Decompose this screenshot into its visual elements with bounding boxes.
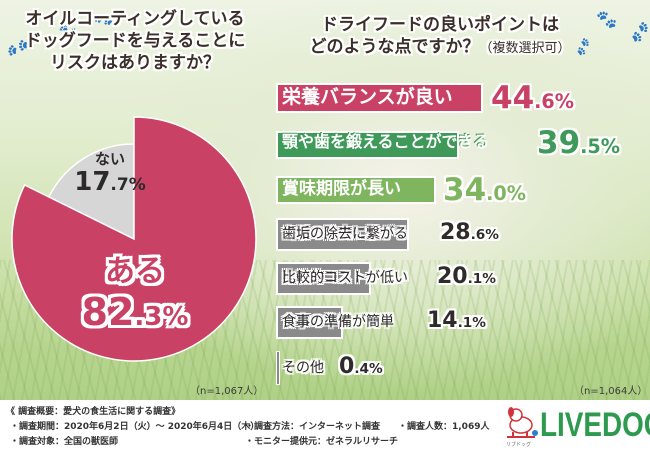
pie-sample-size: （n=1,067人） [190, 386, 264, 397]
value-dec: .4% [354, 361, 383, 377]
bar-sample-size: （n=1,064人） [574, 386, 648, 397]
title-line: リスクはありますか？ [50, 53, 220, 73]
paw-print-icon: 🐾 [596, 10, 618, 30]
value-dec: .6% [470, 227, 499, 243]
bar-value-nutrition: 44.6% [491, 83, 574, 114]
bar-value-cost: 20.1% [437, 266, 496, 288]
bar-plaque [276, 218, 409, 251]
title-subtitle: （複数選択可） [479, 41, 571, 56]
pie-chart-title: オイルコーティングしている ドッグフードを与えることに リスクはありますか？ [5, 8, 265, 74]
title-line: オイルコーティングしている [25, 9, 245, 29]
bar-value-preparation: 14.1% [427, 310, 486, 332]
title-line: ドッグフードを与えることに [24, 31, 246, 51]
bar-label-cost: 比較的コストが低い [282, 270, 408, 286]
survey-count: ・調査人数：1,069人 [398, 422, 490, 432]
bar-value-jaw-teeth: 39.5% [537, 128, 620, 159]
value-int: 17 [74, 167, 111, 197]
title-line: ドライフードの良いポイントは [321, 15, 559, 35]
bar-label-nutrition: 栄養バランスが良い [282, 86, 453, 108]
bar-value-plaque: 28.6% [440, 222, 499, 244]
logo-subtext: リブドッグ [506, 442, 532, 448]
value-dec: .5% [580, 135, 621, 158]
value-dec: .1% [457, 315, 486, 331]
bar-nutrition [276, 83, 483, 113]
value-dec: .0% [486, 182, 527, 205]
value-int: 82 [81, 290, 135, 334]
bar-preparation [276, 306, 343, 339]
pie-slice-no [47, 143, 135, 241]
bar-label-jaw-teeth: 顎や歯を鍛えることができる [282, 132, 490, 151]
value-int: 14 [427, 308, 458, 333]
livedog-logo: LIVEDOG [540, 406, 650, 444]
pie-label-no-text: ない [94, 150, 125, 168]
bar-cost [276, 262, 371, 295]
title-line: どのような点ですか？ [309, 37, 480, 57]
bar-label-plaque: 歯垢の除去に繋がる [282, 226, 408, 242]
survey-target: ・調査対象：全国の獣医師 [10, 437, 119, 447]
bar-value-shelf-life: 34.0% [443, 175, 526, 206]
survey-overview: 《 調査概要：愛犬の食生活に関する調査》 [6, 407, 181, 417]
value-int: 0 [339, 354, 355, 379]
survey-period: ・調査期間：2020年6月2日（火）～ 2020年6月4日（木） [10, 422, 260, 432]
bar-jaw-teeth [276, 131, 459, 159]
bar-other [276, 351, 280, 385]
pie-label-yes: ある 82.3% [55, 254, 215, 332]
bar-shelf-life [276, 176, 436, 204]
value-dec: .3% [134, 302, 189, 332]
bar-value-other: 0.4% [339, 356, 383, 378]
survey-footer [0, 400, 650, 450]
value-int: 20 [437, 264, 468, 289]
bar-label-shelf-life: 賞味期限が長い [282, 179, 401, 199]
value-dec: .6% [534, 90, 575, 113]
pie-value-no: 17.7% [50, 169, 170, 195]
pie-slice-yes [11, 116, 257, 362]
pie-value-yes: 82.3% [55, 293, 215, 331]
pie-label-no: ない 17.7% [50, 150, 170, 196]
pie-label-yes-text: ある [105, 254, 165, 289]
value-dec: .1% [467, 271, 496, 287]
value-int: 39 [537, 125, 581, 161]
bar-label-preparation: 食事の準備が簡単 [282, 314, 394, 330]
survey-monitor: ・モニター提供元：ゼネラルリサーチ [245, 437, 399, 447]
value-int: 34 [443, 172, 487, 208]
value-dec: .7% [110, 175, 146, 195]
value-int: 44 [491, 80, 535, 116]
survey-method: ・調査方法：インターネット調査 [245, 422, 381, 432]
bar-label-other: その他 [282, 360, 324, 376]
bar-chart-title: ドライフードの良いポイントは どのような点ですか？（複数選択可） [285, 14, 595, 60]
livedog-dog-logo-icon [507, 407, 538, 438]
value-int: 28 [440, 220, 471, 245]
